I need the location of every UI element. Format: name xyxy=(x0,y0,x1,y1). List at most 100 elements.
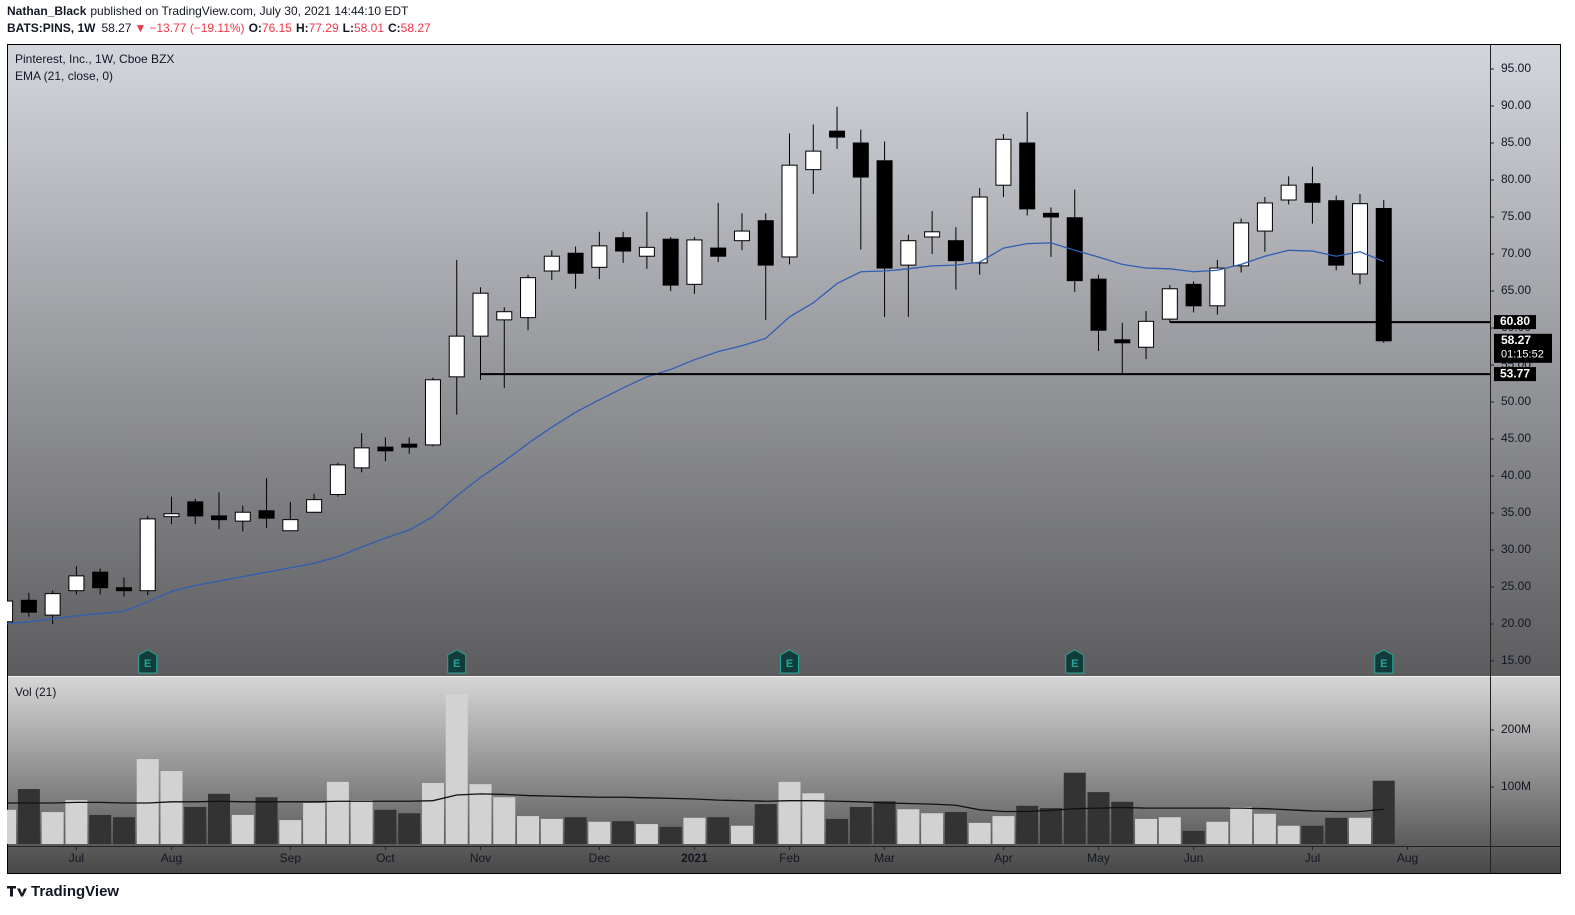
volume-bar xyxy=(112,817,135,845)
earnings-marker xyxy=(138,649,158,674)
candle-body xyxy=(115,587,132,592)
x-tick-label: Jul xyxy=(1305,851,1320,865)
volume-bar xyxy=(208,793,231,845)
candle-body xyxy=(401,443,418,448)
quote-line: BATS:PINS, 1W 58.27 ▼ −13.77 (−19.11%) O:76.… xyxy=(7,21,431,35)
last-price-label: 58.27 xyxy=(1501,333,1531,347)
volume-bar xyxy=(992,816,1015,845)
earnings-label: E xyxy=(453,658,460,670)
candle-body xyxy=(1209,267,1226,307)
volume-bar xyxy=(754,804,777,845)
candle-body xyxy=(1375,207,1392,342)
volume-bar xyxy=(944,812,967,845)
candle-body xyxy=(424,379,441,446)
volume-bar xyxy=(421,783,444,845)
volume-bar xyxy=(1087,792,1110,845)
volume-tick-label: 100M xyxy=(1501,779,1531,793)
ohlc-label: H: xyxy=(296,21,309,35)
candle-body xyxy=(662,238,679,286)
candle-body xyxy=(1066,217,1083,282)
arrow: ▼ xyxy=(134,21,146,35)
x-tick-label: May xyxy=(1087,851,1110,865)
candle-body xyxy=(1138,320,1155,348)
earnings-marker xyxy=(780,649,800,674)
ohlc-label: C: xyxy=(388,21,401,35)
volume-bar xyxy=(659,826,682,845)
candle-body xyxy=(567,252,584,274)
volume-bar xyxy=(303,802,326,845)
volume-bar xyxy=(778,781,801,845)
candle-body xyxy=(234,511,251,522)
y-tick-label: 20.00 xyxy=(1501,616,1531,630)
volume-bar xyxy=(873,801,896,845)
volume-bar xyxy=(1135,818,1158,845)
candle-body xyxy=(496,311,513,321)
x-tick-label: Sep xyxy=(280,851,302,865)
candle-body xyxy=(781,164,798,258)
x-tick-label: Feb xyxy=(779,851,800,865)
open-value: 76.15 xyxy=(262,21,292,35)
y-tick-label: 40.00 xyxy=(1501,468,1531,482)
x-tick-label: Apr xyxy=(994,851,1013,865)
candle-body xyxy=(1114,339,1131,344)
ohlc-label: L: xyxy=(343,21,354,35)
volume-bar xyxy=(65,800,88,845)
candle-body xyxy=(876,160,893,269)
candle-body xyxy=(1161,288,1178,320)
candle-body xyxy=(377,446,394,452)
y-tick-label: 85.00 xyxy=(1501,135,1531,149)
earnings-label: E xyxy=(786,658,793,670)
volume-plot xyxy=(7,694,1395,845)
volume-bar xyxy=(730,825,753,845)
volume-bar xyxy=(89,814,112,845)
volume-bar xyxy=(1372,780,1395,845)
x-tick-label: Jun xyxy=(1184,851,1203,865)
volume-bar xyxy=(255,797,278,845)
y-tick-label: 80.00 xyxy=(1501,172,1531,186)
candle-body xyxy=(7,600,14,623)
level-tag-label: 60.80 xyxy=(1500,314,1530,328)
candle-body xyxy=(543,255,560,272)
volume-bar xyxy=(1325,817,1348,845)
ohlc-label: O: xyxy=(249,21,262,35)
x-tick-label: Dec xyxy=(589,851,610,865)
volume-bar xyxy=(398,813,421,845)
candle-body xyxy=(900,240,917,266)
candle-body xyxy=(258,510,275,519)
volume-bar xyxy=(160,771,183,845)
chart-title: Pinterest, Inc., 1W, Cboe BZX xyxy=(15,52,174,66)
y-tick-label: 50.00 xyxy=(1501,394,1531,408)
volume-bar xyxy=(374,809,397,845)
candle-body xyxy=(615,237,632,252)
volume-bar xyxy=(1206,821,1229,845)
volume-bar xyxy=(802,793,825,845)
candle-body xyxy=(20,599,37,613)
candle-body xyxy=(68,575,85,592)
candle-body xyxy=(638,246,655,257)
volume-bar xyxy=(826,818,849,845)
earnings-marker xyxy=(1374,649,1394,674)
candle-body xyxy=(757,220,774,266)
y-tick-label: 95.00 xyxy=(1501,61,1531,75)
high-value: 77.29 xyxy=(309,21,339,35)
x-tick-label: Jul xyxy=(69,851,84,865)
volume-bar xyxy=(1348,817,1371,845)
candle-body xyxy=(1233,222,1250,267)
close-value: 58.27 xyxy=(401,21,431,35)
published: published on TradingView.com, July 30, 2… xyxy=(90,4,409,18)
symbol: BATS:PINS, 1W xyxy=(7,21,96,35)
volume-bar xyxy=(683,817,706,845)
volume-bar xyxy=(1111,801,1134,845)
volume-bar xyxy=(1253,813,1276,845)
indicator-title: EMA (21, close, 0) xyxy=(15,69,113,83)
footer-logo: TradingView xyxy=(7,883,119,900)
volume-bar xyxy=(588,821,611,845)
last-price-tag xyxy=(1494,333,1552,363)
volume-title: Vol (21) xyxy=(15,685,56,699)
y-tick-label: 90.00 xyxy=(1501,98,1531,112)
y-tick-label: 45.00 xyxy=(1501,431,1531,445)
candle-body xyxy=(353,447,370,469)
x-tick-label: 2021 xyxy=(681,851,708,865)
volume-tick-label: 200M xyxy=(1501,722,1531,736)
